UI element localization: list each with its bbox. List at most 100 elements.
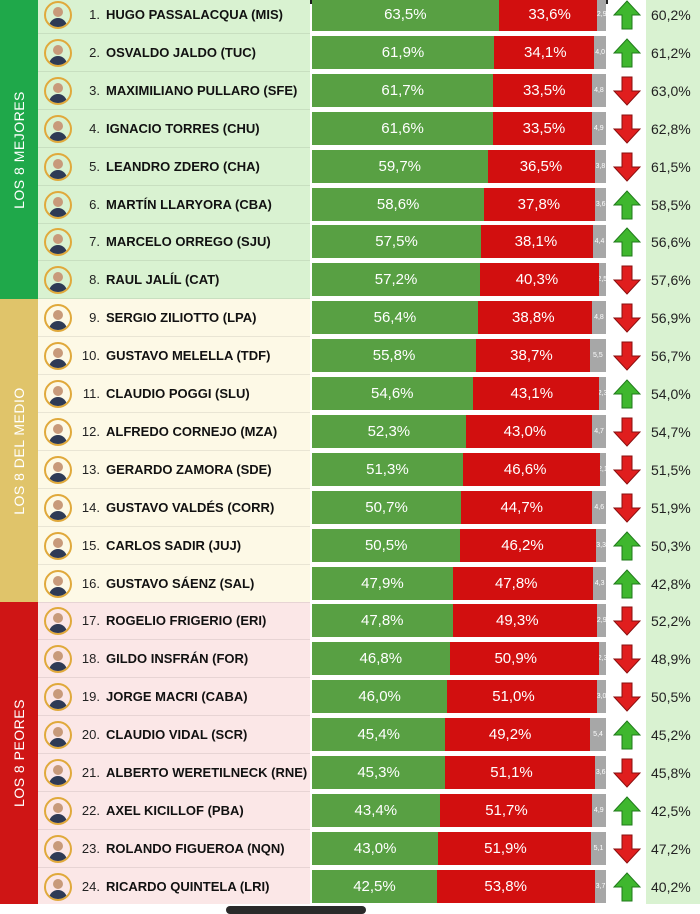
- approval-bar: 51,3%: [312, 453, 463, 486]
- arrow-up-icon: [613, 0, 641, 29]
- arrow-down-icon: [613, 76, 641, 106]
- previous-value: 62,8%: [651, 120, 691, 137]
- no-answer-bar: 4,9: [591, 112, 606, 145]
- arrow-shape: [613, 871, 641, 901]
- no-answer-bar: 4,0: [594, 36, 606, 69]
- governor-name: MARCELO ORREGO (SJU): [106, 233, 271, 249]
- disapproval-bar: 46,6%: [462, 453, 600, 486]
- arrow-down-icon: [613, 417, 641, 447]
- approval-bar: 47,8%: [312, 604, 453, 637]
- arrow-shape: [613, 341, 641, 371]
- governor-avatar: [44, 417, 72, 446]
- group-band: [0, 299, 38, 602]
- governor-name: ALBERTO WERETILNECK (RNE): [106, 764, 308, 780]
- governor-name: MARTÍN LLARYORA (CBA): [106, 196, 272, 212]
- avatar-head: [53, 575, 63, 586]
- disapproval-bar: 51,1%: [445, 756, 596, 789]
- avatar-head: [53, 120, 63, 131]
- no-answer-bar: 4,6: [592, 491, 606, 524]
- arrow-shape: [613, 303, 641, 333]
- previous-value: 56,9%: [651, 309, 691, 326]
- previous-value: 42,8%: [651, 575, 691, 592]
- avatar-head: [53, 878, 63, 889]
- avatar-body: [49, 17, 67, 27]
- rank-label: 21.: [81, 764, 100, 780]
- row-separator: [38, 412, 310, 413]
- approval-bar: 63,5%: [312, 0, 499, 31]
- governor-name: SERGIO ZILIOTTO (LPA): [106, 309, 257, 325]
- governor-name: GUSTAVO SÁENZ (SAL): [106, 575, 255, 591]
- avatar-body: [49, 244, 67, 254]
- rank-label: 3.: [89, 82, 100, 98]
- arrow-up-icon: [613, 568, 641, 598]
- governor-name: ALFREDO CORNEJO (MZA): [106, 423, 278, 439]
- rank-label: 18.: [81, 650, 100, 666]
- avatar-body: [49, 396, 67, 406]
- no-answer-bar: 4,9: [591, 794, 606, 827]
- governor-avatar: [44, 644, 72, 673]
- arrow-down-icon: [613, 114, 641, 144]
- arrow-down-icon: [613, 455, 641, 485]
- arrow-shape: [613, 644, 641, 674]
- previous-value: 58,5%: [651, 196, 691, 213]
- rank-label: 2.: [89, 44, 100, 60]
- avatar-body: [49, 131, 67, 141]
- governor-name: MAXIMILIANO PULLARO (SFE): [106, 82, 298, 98]
- previous-value: 51,5%: [651, 461, 691, 478]
- disapproval-bar: 33,5%: [493, 74, 592, 107]
- arrow-up-icon: [613, 378, 641, 408]
- disapproval-bar: 38,7%: [476, 339, 590, 372]
- arrow-up-icon: [613, 37, 641, 67]
- no-answer-bar: 3,6: [595, 756, 606, 789]
- avatar-body: [49, 169, 67, 179]
- row-separator: [38, 147, 310, 148]
- previous-value: 45,8%: [651, 764, 691, 781]
- previous-value: 50,5%: [651, 688, 691, 705]
- governor-avatar: [44, 758, 72, 787]
- governor-name: RICARDO QUINTELA (LRI): [106, 878, 270, 894]
- previous-value: 52,2%: [651, 612, 691, 629]
- approval-bar: 61,9%: [312, 36, 494, 69]
- approval-bar: 61,7%: [312, 74, 494, 107]
- previous-value: 45,2%: [651, 726, 691, 743]
- previous-value: 42,5%: [651, 802, 691, 819]
- governor-avatar: [44, 227, 72, 256]
- disapproval-bar: 43,1%: [472, 377, 600, 410]
- arrow-shape: [613, 37, 641, 67]
- previous-value: 57,6%: [651, 271, 691, 288]
- approval-bar: 55,8%: [312, 339, 477, 372]
- avatar-body: [49, 207, 67, 217]
- avatar-body: [49, 55, 67, 65]
- disapproval-bar: 40,3%: [480, 263, 599, 296]
- arrow-up-icon: [613, 226, 641, 256]
- home-indicator[interactable]: [226, 906, 366, 914]
- governor-avatar: [44, 606, 72, 635]
- avatar-body: [49, 320, 67, 330]
- arrow-shape: [613, 530, 641, 560]
- governor-name: ROGELIO FRIGERIO (ERI): [106, 612, 267, 628]
- governor-avatar: [44, 493, 72, 522]
- avatar-head: [53, 385, 63, 396]
- row-separator: [38, 526, 310, 527]
- row-separator: [38, 867, 310, 868]
- disapproval-bar: 38,8%: [477, 301, 592, 334]
- avatar-head: [53, 233, 63, 244]
- disapproval-bar: 49,2%: [445, 718, 591, 751]
- row-separator: [38, 71, 310, 72]
- disapproval-bar: 34,1%: [493, 36, 595, 69]
- avatar-body: [49, 586, 67, 596]
- arrow-up-icon: [613, 871, 641, 901]
- avatar-body: [49, 358, 67, 368]
- no-answer-bar: 4,4: [593, 225, 606, 258]
- previous-column-bg: [646, 0, 700, 914]
- arrow-shape: [613, 493, 641, 523]
- previous-value: 40,2%: [651, 878, 691, 895]
- previous-value: 61,2%: [651, 44, 691, 61]
- avatar-head: [53, 688, 63, 699]
- disapproval-bar: 36,5%: [487, 150, 595, 183]
- avatar-body: [49, 623, 67, 633]
- rank-label: 1.: [89, 6, 100, 22]
- no-answer-bar: 2,1: [599, 453, 606, 486]
- row-separator: [38, 374, 310, 375]
- arrow-shape: [613, 114, 641, 144]
